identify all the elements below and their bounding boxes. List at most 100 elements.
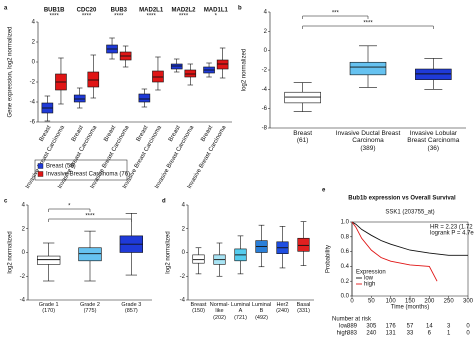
risk-count: 33 <box>407 331 414 337</box>
category-count: (202) <box>213 314 226 321</box>
box <box>216 59 229 70</box>
box <box>184 69 197 78</box>
box <box>192 254 205 264</box>
y-tick-label: 0 <box>182 250 186 256</box>
category-count: (721) <box>234 314 247 321</box>
y-tick-label: -4 <box>180 298 186 304</box>
category-label-box: Basal(331) <box>297 302 311 315</box>
category-label: Her2 <box>276 302 289 308</box>
chart-title: Bub1b expression vs Overall Survival <box>348 196 456 202</box>
risk-row-label: low <box>339 324 349 330</box>
box <box>170 63 183 70</box>
legend-swatch <box>37 163 44 169</box>
y-tick-label: 2 <box>22 226 26 232</box>
category-count: (240) <box>276 308 289 315</box>
series-tick-label: Breast <box>39 125 53 143</box>
category-label-box: Grade 1(170) <box>38 302 59 314</box>
y-tick-label: -4 <box>262 87 268 93</box>
y-axis-label: log2 normalized <box>166 231 172 273</box>
risk-count: 14 <box>426 324 433 330</box>
y-tick-label: 0 <box>22 250 26 256</box>
legend-title: Expression <box>356 270 386 276</box>
series-tick-label: Breast <box>103 125 117 143</box>
panel-label: a <box>4 6 8 12</box>
significance-bracket <box>48 218 132 222</box>
category-count: (775) <box>83 308 97 315</box>
significance: **** <box>85 214 95 220</box>
y-tick-label: 2 <box>264 29 268 35</box>
panel-label: b <box>238 6 242 12</box>
significance: * <box>68 204 71 210</box>
y-tick-label: 4 <box>264 10 268 16</box>
category-label: Grade 1 <box>38 302 59 308</box>
category-label: BUB3 <box>111 8 128 14</box>
y-tick-label: 2 <box>32 40 36 46</box>
risk-count: 6 <box>428 331 432 337</box>
y-tick-label: -2 <box>262 68 268 74</box>
category-label: Normal-like <box>209 302 230 315</box>
risk-count: 305 <box>366 324 377 330</box>
significance-bracket <box>302 15 369 19</box>
risk-count: 176 <box>386 324 397 330</box>
category-label-box: Grade 3(857) <box>121 302 142 314</box>
x-tick-label: 150 <box>405 299 416 305</box>
risk-count: 3 <box>447 324 451 330</box>
risk-count: 0 <box>466 331 470 337</box>
y-tick-label: -6 <box>30 120 36 126</box>
risk-count: 383 <box>347 331 358 337</box>
x-axis-label: Time (months) <box>391 305 429 311</box>
y-tick-label: -4 <box>30 100 36 106</box>
series-tick-label: Breast <box>136 125 150 143</box>
risk-row-label: high <box>337 331 348 337</box>
significance: *** <box>332 11 340 17</box>
y-tick-label: -2 <box>30 80 36 86</box>
category-count: (36) <box>427 144 440 152</box>
category-label-box: Normal-like(202) <box>209 302 230 321</box>
legend-swatch <box>37 171 44 177</box>
risk-count: 240 <box>366 331 377 337</box>
category-label-box: Luminal B(492) <box>252 302 271 321</box>
category-label: MAD2L1 <box>139 8 164 14</box>
panel-label: e <box>322 188 326 194</box>
significance: **** <box>114 14 124 20</box>
y-tick-label: -6 <box>262 106 268 112</box>
category-label: Grade 3 <box>121 302 142 308</box>
significance: **** <box>82 14 92 20</box>
y-tick-label: 0.6 <box>341 249 350 255</box>
x-tick-label: 200 <box>424 299 435 305</box>
significance-bracket <box>48 208 91 212</box>
category-label-box: Breast(150) <box>191 302 207 314</box>
survival-curve <box>351 221 438 282</box>
logrank-label: logrank P = 4.7e−10 <box>430 231 474 237</box>
category-label-box: Luminal A(721) <box>230 302 251 321</box>
category-count: (331) <box>297 308 310 315</box>
category-label-box: Breast(61) <box>293 130 312 144</box>
panel-label: d <box>162 199 166 205</box>
box <box>36 255 61 265</box>
y-tick-label: 1.0 <box>341 220 350 226</box>
category-label-box: Her2(240) <box>276 302 289 315</box>
y-axis-label: log2 normalized <box>242 49 248 91</box>
box <box>349 61 387 76</box>
box <box>152 70 164 83</box>
chart-subtitle: SSK1 (203755_at) <box>385 210 434 216</box>
y-tick-label: 4 <box>22 203 26 209</box>
y-tick-label: -4 <box>20 298 26 304</box>
panel-label: c <box>4 199 8 205</box>
significance: * <box>215 14 218 20</box>
y-tick-label: -2 <box>180 274 186 280</box>
x-tick-label: 250 <box>444 299 455 305</box>
series-tick-label: Breast <box>200 125 214 143</box>
series-tick-label: Breast <box>168 125 182 143</box>
category-label: Invasive Ductal Breast Carcinoma <box>335 130 401 145</box>
box <box>138 93 151 103</box>
legend-label: Invasive Breast Carcinoma (76) <box>46 172 130 178</box>
category-label: Luminal A <box>230 302 251 315</box>
y-axis-label: Probability <box>326 245 332 273</box>
y-tick-label: 4 <box>182 203 186 209</box>
category-count: (389) <box>360 144 376 152</box>
y-tick-label: 4 <box>32 20 36 26</box>
category-label: MAD1L1 <box>204 8 229 14</box>
x-tick-label: 50 <box>368 299 375 305</box>
